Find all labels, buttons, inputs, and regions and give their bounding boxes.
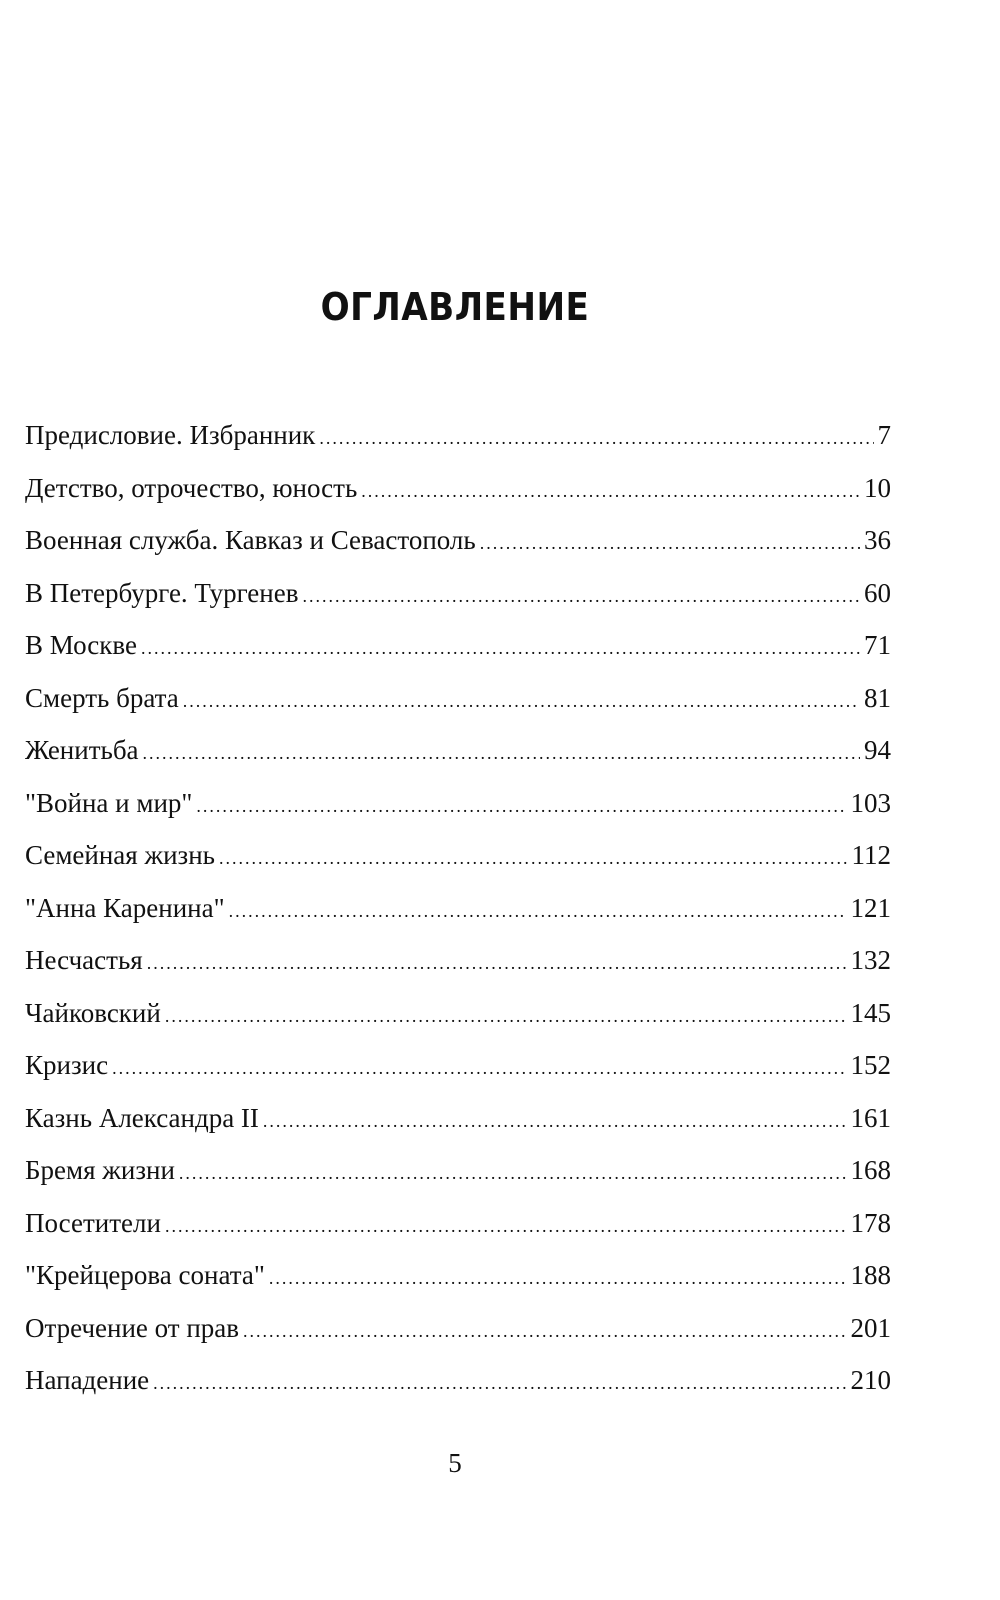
toc-entry-title: Женитьба — [25, 735, 139, 765]
toc-entry-title: Предисловие. Избранник — [25, 420, 316, 450]
toc-entry-title: Кризис — [25, 1050, 109, 1080]
dot-leader — [183, 691, 860, 712]
toc-entry-page: 36 — [864, 525, 891, 555]
toc-entry-page: 188 — [850, 1260, 892, 1290]
toc-entry-title: Несчастья — [25, 945, 143, 975]
toc-entry: Отречение от прав 201 — [25, 1313, 891, 1366]
toc-entry-title: Смерть брата — [25, 682, 179, 713]
dot-leader — [229, 901, 847, 922]
toc-entry-page: 161 — [850, 1102, 892, 1133]
toc-entry-title: Отречение от прав — [25, 1312, 240, 1343]
toc-entry-page: 201 — [850, 1312, 892, 1343]
dot-leader — [179, 1163, 847, 1184]
toc-entry-page: 71 — [864, 630, 891, 660]
toc-entry-page: 178 — [850, 1207, 892, 1238]
dot-leader — [165, 1006, 847, 1027]
dot-leader — [153, 1373, 846, 1394]
dot-leader — [263, 1111, 847, 1132]
dot-leader — [196, 796, 846, 817]
toc-entry: "Война и мир" 103 — [25, 788, 891, 841]
toc-entry-page: 10 — [864, 472, 891, 503]
toc-entry: Детство, отрочество, юность 10 — [25, 473, 891, 526]
toc-entry-page: 60 — [864, 577, 891, 608]
table-of-contents: Предисловие. Избранник 7 Детство, отрочест… — [25, 420, 891, 1418]
toc-entry-page: 94 — [864, 735, 891, 765]
toc-entry-title: Казнь Александра II — [25, 1102, 259, 1133]
toc-entry: Несчастья 132 — [25, 945, 891, 998]
toc-entry: Посетители 178 — [25, 1208, 891, 1261]
toc-entry-page: 168 — [850, 1155, 892, 1185]
toc-entry: В Москве 71 — [25, 630, 891, 683]
toc-entry-title: В Москве — [25, 630, 137, 660]
toc-entry-page: 132 — [850, 945, 892, 975]
toc-entry: "Крейцерова соната" 188 — [25, 1260, 891, 1313]
toc-entry: В Петербурге. Тургенев 60 — [25, 578, 891, 631]
toc-entry-title: "Анна Каренина" — [25, 892, 225, 923]
toc-entry-title: Бремя жизни — [25, 1155, 175, 1185]
toc-entry-page: 210 — [850, 1365, 892, 1395]
toc-entry-page: 152 — [850, 1050, 892, 1080]
toc-entry-page: 121 — [850, 892, 892, 923]
toc-entry-title: "Крейцерова соната" — [25, 1260, 265, 1290]
dot-leader — [302, 586, 860, 607]
toc-entry: Семейная жизнь 112 — [25, 840, 891, 893]
toc-entry-page: 81 — [864, 682, 891, 713]
toc-entry-title: Нападение — [25, 1365, 150, 1395]
toc-entry-title: "Война и мир" — [25, 787, 193, 818]
toc-entry: Казнь Александра II 161 — [25, 1103, 891, 1156]
toc-entry: Чайковский 145 — [25, 998, 891, 1051]
page-title: ОГЛАВЛЕНИЕ — [320, 285, 590, 329]
toc-entry: "Анна Каренина" 121 — [25, 893, 891, 946]
toc-entry: Смерть брата 81 — [25, 683, 891, 736]
dot-leader — [112, 1058, 846, 1079]
dot-leader — [269, 1268, 847, 1289]
page-number: 5 — [448, 1448, 462, 1478]
toc-entry-title: Посетители — [25, 1207, 161, 1238]
toc-entry-page: 145 — [850, 997, 892, 1028]
toc-entry-title: Семейная жизнь — [25, 840, 215, 870]
dot-leader — [141, 638, 860, 659]
dot-leader — [480, 533, 860, 554]
dot-leader — [319, 428, 873, 449]
dot-leader — [243, 1321, 846, 1342]
dot-leader — [147, 953, 847, 974]
toc-entry: Военная служба. Кавказ и Севастополь 36 — [25, 525, 891, 578]
dot-leader — [143, 743, 860, 764]
toc-entry: Бремя жизни 168 — [25, 1155, 891, 1208]
toc-entry-page: 112 — [851, 840, 892, 870]
dot-leader — [219, 848, 848, 869]
toc-entry-page: 7 — [877, 420, 892, 450]
toc-entry-title: Детство, отрочество, юность — [25, 472, 358, 503]
dot-leader — [165, 1216, 847, 1237]
toc-entry: Женитьба 94 — [25, 735, 891, 788]
toc-entry: Нападение 210 — [25, 1365, 891, 1418]
toc-entry-title: Военная служба. Кавказ и Севастополь — [25, 525, 476, 555]
toc-entry-page: 103 — [850, 787, 892, 818]
dot-leader — [361, 481, 860, 502]
toc-entry: Кризис 152 — [25, 1050, 891, 1103]
toc-entry-title: В Петербурге. Тургенев — [25, 577, 299, 608]
toc-entry-title: Чайковский — [25, 997, 161, 1028]
toc-entry: Предисловие. Избранник 7 — [25, 420, 891, 473]
